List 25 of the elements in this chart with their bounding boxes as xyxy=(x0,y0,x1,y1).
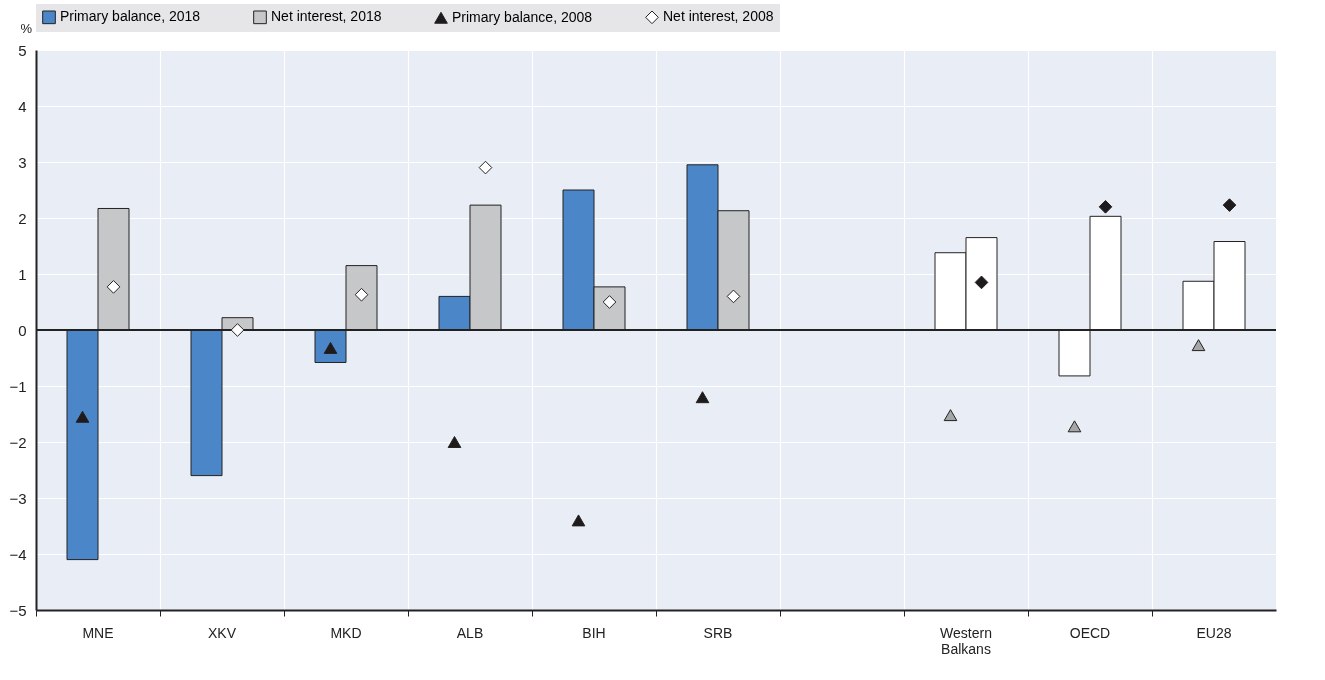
legend-label: Primary balance, 2018 xyxy=(60,8,201,25)
y-tick-label: 4 xyxy=(18,97,27,115)
y-tick-label: 0 xyxy=(18,321,27,339)
y-tick-label: −3 xyxy=(9,489,27,507)
legend-label: Net interest, 2018 xyxy=(271,8,382,25)
y-tick-label: −2 xyxy=(9,433,27,451)
y-tick-label: 5 xyxy=(18,41,27,59)
x-tick-label: SRB xyxy=(703,624,733,641)
x-tick-label: BIH xyxy=(582,624,606,641)
x-tick-label: ALB xyxy=(456,624,484,641)
y-tick-label: −4 xyxy=(9,545,27,563)
x-tick-label: XKV xyxy=(207,624,237,641)
y-tick-label: −5 xyxy=(9,601,27,619)
y-tick-label: 3 xyxy=(18,153,27,171)
x-tick-label: MKD xyxy=(330,624,362,641)
y-tick-label: −1 xyxy=(9,377,27,395)
legend-label: Primary balance, 2008 xyxy=(452,8,593,25)
y-tick-label: 2 xyxy=(18,209,27,227)
x-tick-label: OECD xyxy=(1069,624,1111,641)
x-tick-label: Western Balkans xyxy=(940,624,992,657)
x-tick-label: EU28 xyxy=(1196,624,1232,641)
legend-label: Net interest, 2008 xyxy=(663,8,774,25)
y-tick-label: 1 xyxy=(18,265,27,283)
y-axis-title: % xyxy=(20,21,33,36)
x-tick-label: MNE xyxy=(82,624,114,641)
